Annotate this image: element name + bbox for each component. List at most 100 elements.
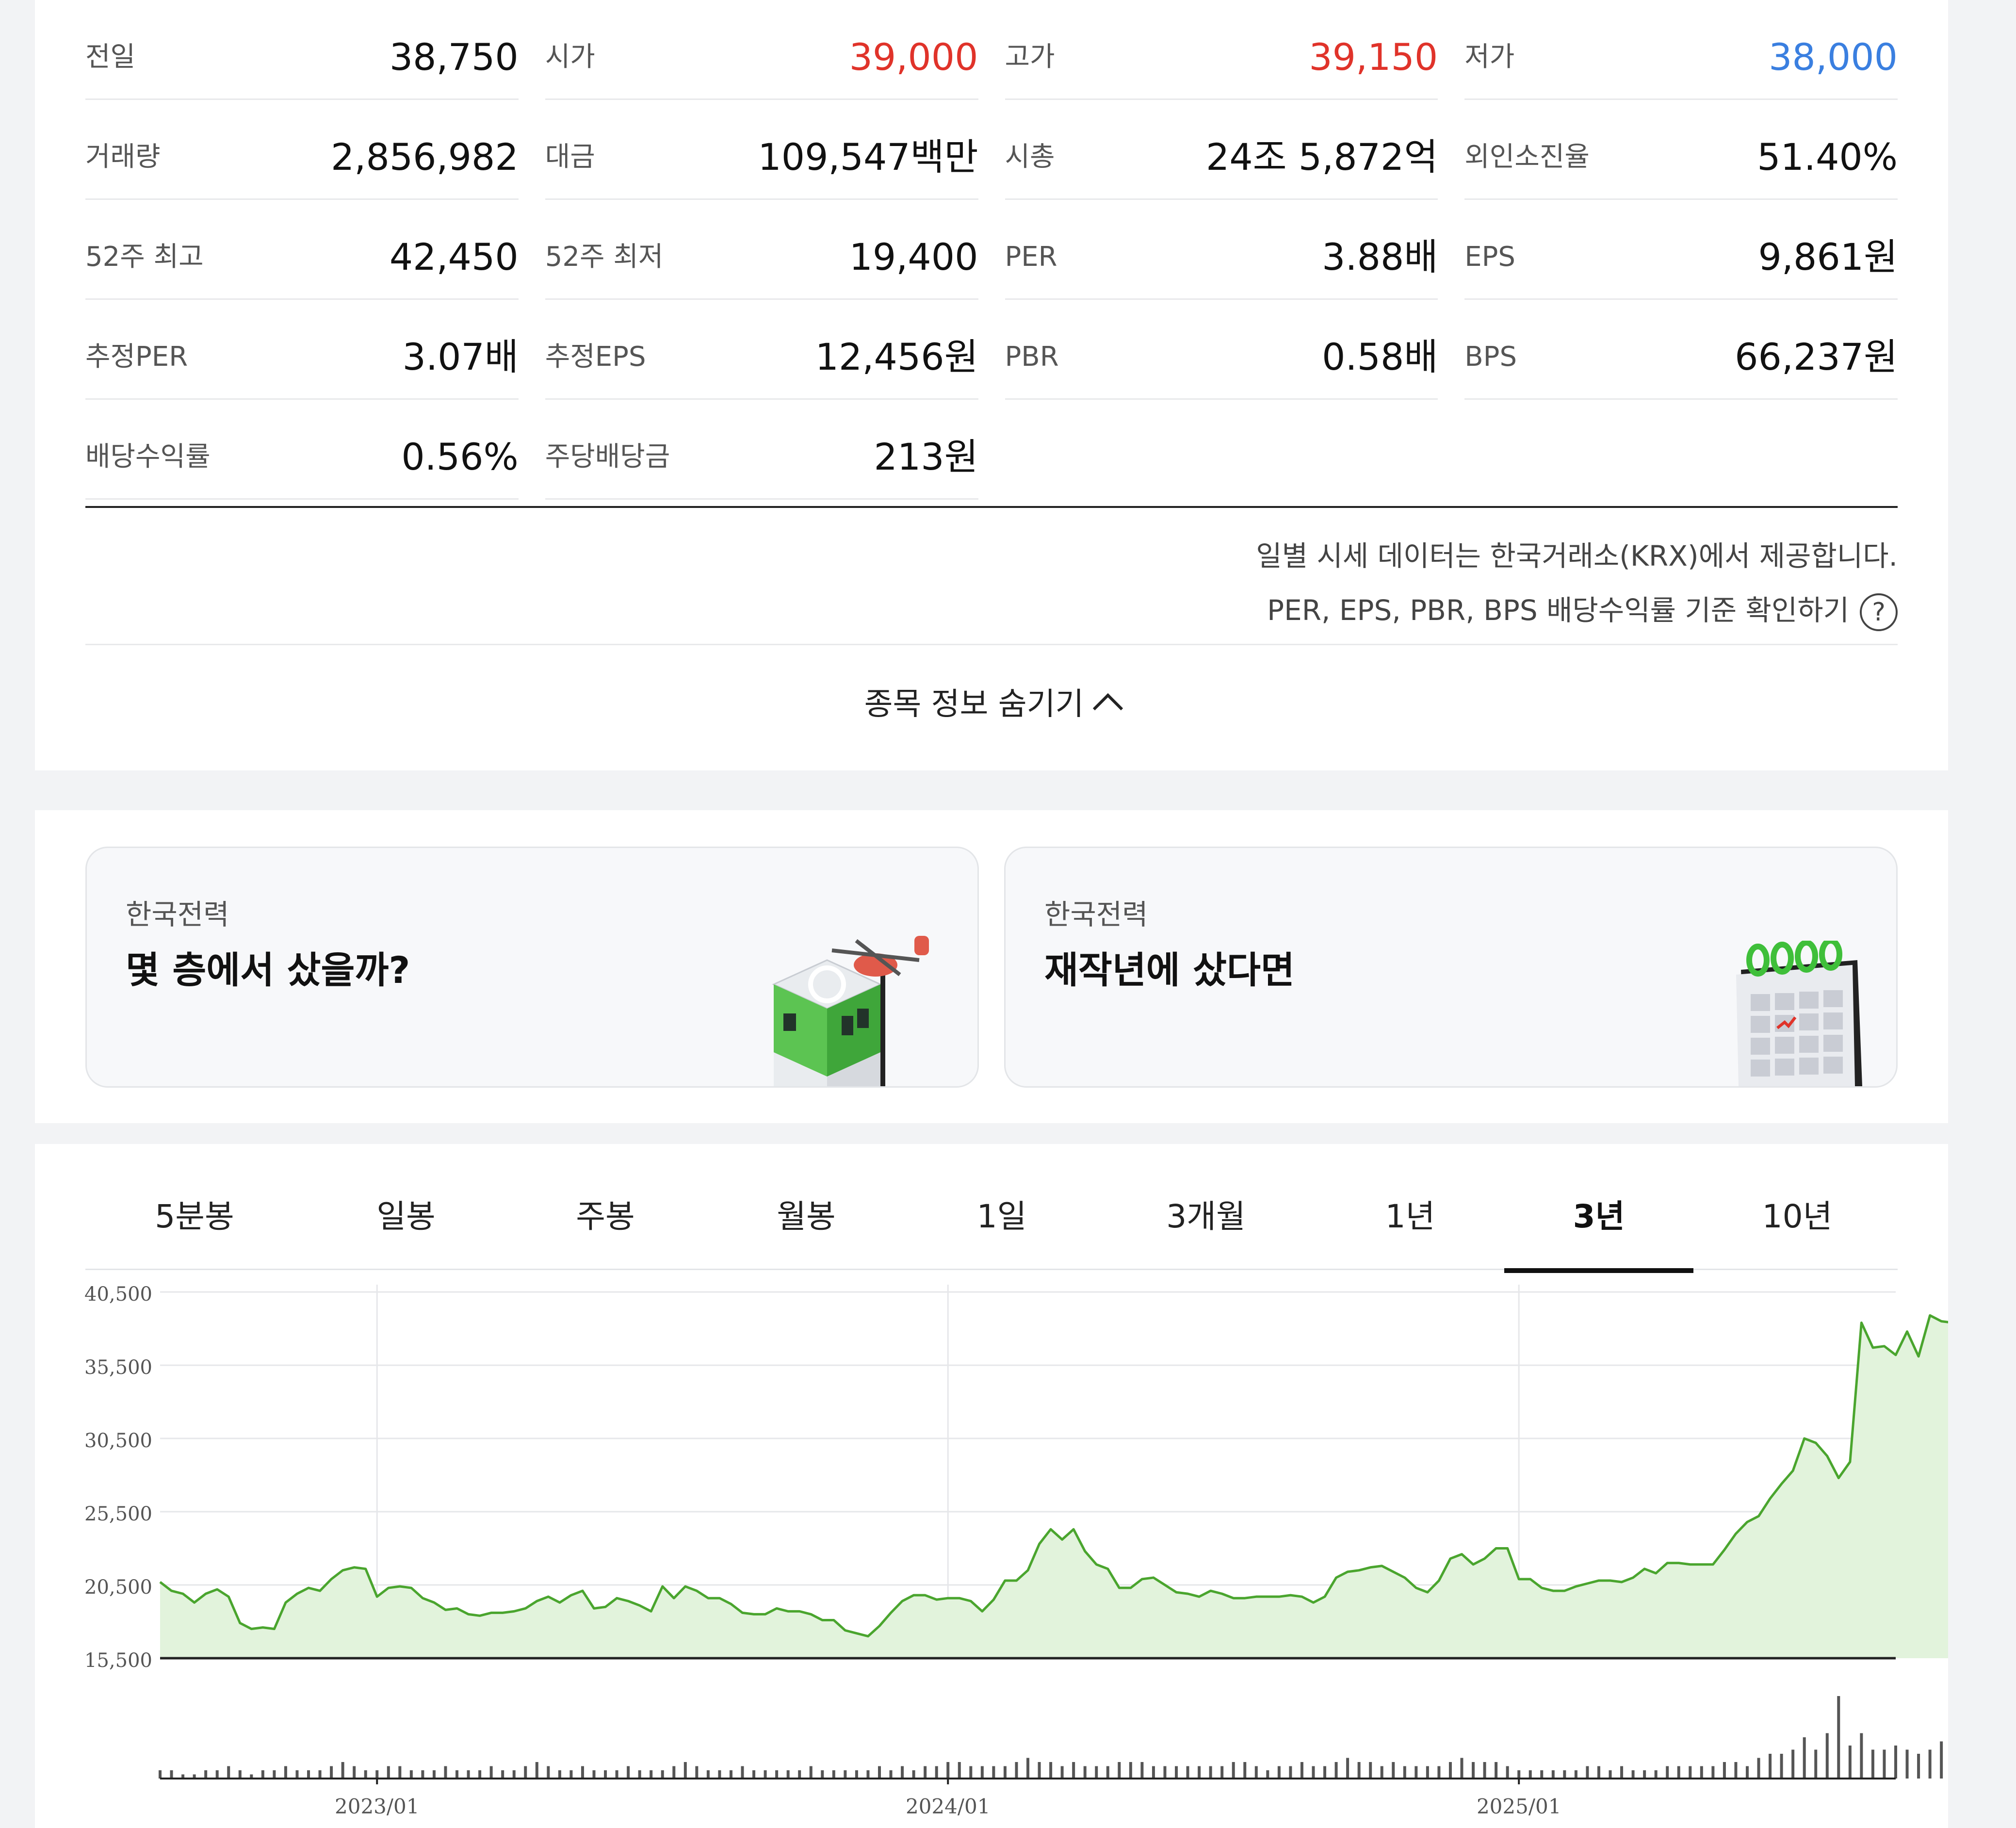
volume-bar <box>1026 1758 1029 1779</box>
promo-panel: 한국전력 몇 층에서 샀을까? 한국전력 재작년에 샀다면 <box>35 810 1948 1123</box>
stat-cell: 추정EPS 12,456원 <box>545 300 978 400</box>
floor-purchase-card[interactable]: 한국전력 몇 층에서 샀을까? <box>85 847 979 1088</box>
stat-value: 213원 <box>874 435 978 478</box>
y-tick-label: 40,500 <box>84 1283 152 1306</box>
volume-bar <box>1472 1762 1475 1779</box>
stat-label: 전일 <box>85 41 136 73</box>
volume-bar <box>1506 1766 1509 1779</box>
stat-value: 24조 5,872억 <box>1205 135 1438 179</box>
volume-bar <box>958 1762 961 1779</box>
tab-8[interactable]: 10년 <box>1703 1168 1892 1270</box>
notice-divider <box>85 644 1898 645</box>
question-circle-icon[interactable]: ? <box>1860 593 1898 631</box>
volume-bar <box>1905 1749 1909 1779</box>
tab-label[interactable]: 10년 <box>1762 1198 1833 1235</box>
volume-bar <box>752 1770 756 1779</box>
volume-bar <box>432 1770 436 1779</box>
volume-bar <box>1277 1766 1281 1779</box>
tab-0[interactable]: 5분봉 <box>100 1168 289 1270</box>
volume-bar <box>1620 1766 1624 1779</box>
volume-bar <box>1597 1766 1600 1779</box>
volume-bar <box>478 1770 482 1779</box>
stat-cell: 대금 109,547백만 <box>545 100 978 200</box>
tab-label[interactable]: 3년 <box>1573 1198 1625 1235</box>
volume-bar <box>1700 1766 1703 1779</box>
stat-value: 12,456원 <box>815 335 978 378</box>
stat-label: BPS <box>1464 341 1517 373</box>
volume-bar <box>1689 1766 1692 1779</box>
volume-bar <box>1186 1766 1189 1779</box>
tab-6[interactable]: 1년 <box>1316 1168 1505 1270</box>
volume-bar <box>1460 1758 1463 1779</box>
volume-bar <box>261 1770 264 1779</box>
tab-label[interactable]: 일봉 <box>376 1198 436 1235</box>
volume-bar <box>307 1770 310 1779</box>
tab-label[interactable]: 월봉 <box>777 1198 836 1235</box>
volume-bar <box>204 1770 208 1779</box>
volume-bar <box>1369 1762 1372 1779</box>
volume-bar <box>295 1770 299 1779</box>
volume-bar <box>1403 1766 1406 1779</box>
tab-label[interactable]: 주봉 <box>576 1198 635 1235</box>
stats-row: 배당수익률 0.56% 주당배당금 213원 <box>85 400 1898 500</box>
tab-4[interactable]: 1일 <box>907 1168 1096 1270</box>
hide-stock-info-button[interactable]: 종목 정보 숨기기 <box>35 679 1948 724</box>
stats-row: 거래량 2,856,982 대금 109,547백만 시총 24조 5,872억 외인소진율… <box>85 100 1898 200</box>
volume-bar <box>878 1766 881 1779</box>
volume-bar <box>547 1766 550 1779</box>
tab-label[interactable]: 3개월 <box>1166 1198 1246 1235</box>
volume-bar <box>1894 1746 1897 1779</box>
tab-5[interactable]: 3개월 <box>1111 1168 1301 1270</box>
volume-bar <box>1015 1762 1018 1779</box>
volume-bar <box>992 1766 995 1779</box>
volume-bar <box>672 1766 676 1779</box>
volume-bar <box>1631 1770 1635 1779</box>
tab-label[interactable]: 1년 <box>1385 1198 1435 1235</box>
volume-bar <box>969 1766 973 1779</box>
volume-bar <box>569 1770 573 1779</box>
chevron-up-icon[interactable] <box>1093 693 1123 724</box>
volume-bar <box>1448 1762 1452 1779</box>
active-tab-indicator <box>1504 1268 1693 1273</box>
volume-bar <box>604 1770 607 1779</box>
metric-help-link[interactable]: PER, EPS, PBR, BPS 배당수익률 기준 확인하기? <box>1256 583 1898 637</box>
volume-bar <box>706 1770 710 1779</box>
stat-cell: BPS 66,237원 <box>1464 300 1898 400</box>
volume-bar <box>1095 1766 1098 1779</box>
hide-stock-info-label[interactable]: 종목 정보 숨기기 <box>864 686 1084 722</box>
tab-label[interactable]: 1일 <box>976 1198 1027 1235</box>
stat-value: 51.40% <box>1757 135 1898 179</box>
volume-bar <box>764 1770 767 1779</box>
volume-bar <box>901 1766 904 1779</box>
volume-bar <box>650 1770 653 1779</box>
volume-bar <box>1060 1766 1064 1779</box>
volume-bar <box>1106 1766 1109 1779</box>
stat-value: 0.56% <box>401 435 519 478</box>
volume-bar <box>398 1766 402 1779</box>
volume-bar <box>661 1770 664 1779</box>
stat-value: 9,861원 <box>1758 235 1898 278</box>
metric-help-label[interactable]: PER, EPS, PBR, BPS 배당수익률 기준 확인하기 <box>1267 594 1849 627</box>
tab-1[interactable]: 일봉 <box>311 1168 501 1270</box>
volume-bar <box>798 1770 801 1779</box>
volume-bar <box>341 1762 344 1779</box>
two-years-ago-card[interactable]: 한국전력 재작년에 샀다면 <box>1004 847 1898 1088</box>
tab-2[interactable]: 주봉 <box>511 1168 700 1270</box>
stats-divider <box>85 506 1898 508</box>
volume-bar <box>809 1766 813 1779</box>
tab-7[interactable]: 3년 <box>1504 1168 1693 1273</box>
volume-bar <box>1940 1741 1943 1779</box>
volume-bar <box>1426 1766 1429 1779</box>
tab-label[interactable]: 5분봉 <box>155 1198 234 1235</box>
volume-bar <box>353 1766 356 1779</box>
stat-label: 고가 <box>1005 41 1055 73</box>
data-notice: 일별 시세 데이터는 한국거래소(KRX)에서 제공합니다. PER, EPS,… <box>1256 529 1898 637</box>
volume-bar <box>1540 1770 1544 1779</box>
stat-value: 39,000 <box>849 35 978 79</box>
volume-bar <box>421 1770 424 1779</box>
tab-3[interactable]: 월봉 <box>712 1168 901 1270</box>
card-stock-name: 한국전력 <box>1044 898 1148 931</box>
volume-bar <box>695 1766 699 1779</box>
volume-bar <box>1072 1762 1075 1779</box>
volume-bar <box>1140 1762 1144 1779</box>
